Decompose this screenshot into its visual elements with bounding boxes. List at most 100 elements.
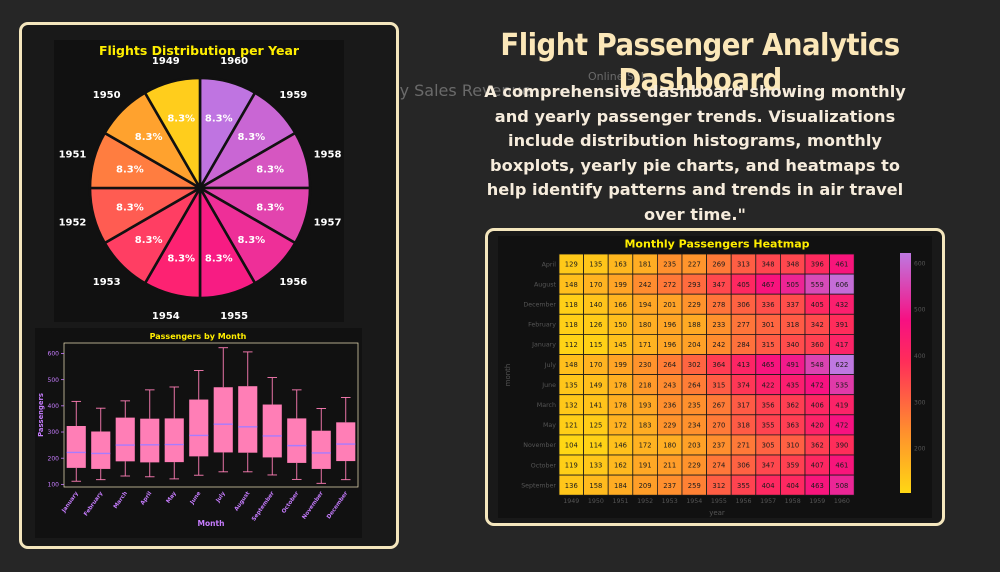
heatmap-cell-value: 170	[589, 361, 602, 369]
heatmap-ylabel-month: December	[523, 301, 556, 308]
heatmap-cell-value: 396	[811, 261, 824, 269]
heatmap-cell-value: 135	[565, 381, 578, 389]
pie-slice-percent: 8.3%	[167, 113, 195, 124]
heatmap-cell-value: 404	[762, 482, 775, 490]
pie-slice-percent: 8.3%	[116, 165, 144, 176]
heatmap-cell-value: 149	[589, 381, 602, 389]
heatmap-cell-value: 535	[835, 381, 848, 389]
heatmap-colorbar	[900, 253, 911, 493]
heatmap-colorbar-tick: 600	[914, 260, 926, 267]
pie-slice-percent: 8.3%	[116, 202, 144, 213]
heatmap-cell-value: 465	[762, 361, 775, 369]
heatmap-cell-value: 171	[639, 341, 652, 349]
boxplot-box	[140, 418, 160, 463]
heatmap-cell-value: 136	[565, 482, 578, 490]
pie-slice-percent: 8.3%	[256, 202, 284, 213]
boxplot-box	[336, 422, 356, 462]
heatmap-cell-value: 148	[565, 361, 578, 369]
heatmap-cell-value: 348	[786, 261, 799, 269]
heatmap-cell-value: 229	[688, 301, 701, 309]
heatmap-cell-value: 362	[811, 442, 824, 450]
heatmap-xlabel-year: 1949	[563, 498, 579, 505]
heatmap-cell-value: 347	[762, 462, 775, 470]
boxplot-xtick-label: December	[326, 491, 349, 521]
heatmap-colorbar-tick: 500	[914, 307, 926, 314]
heatmap-cell-value: 181	[639, 261, 652, 269]
heatmap-cell-value: 272	[663, 281, 676, 289]
heatmap-cell-value: 132	[565, 401, 578, 409]
heatmap-cell-value: 211	[663, 462, 676, 470]
heatmap-cell-value: 237	[712, 442, 725, 450]
heatmap-cell-value: 188	[688, 321, 701, 329]
heatmap-cell-value: 118	[565, 301, 578, 309]
pie-year-label: 1960	[220, 56, 248, 67]
boxplot-ytick-label: 200	[48, 455, 60, 462]
heatmap-cell-value: 505	[786, 281, 799, 289]
heatmap-cell-value: 606	[835, 281, 848, 289]
heatmap-ylabel-month: September	[521, 482, 556, 489]
heatmap-cell-value: 133	[589, 462, 602, 470]
heatmap-xlabel-year: 1950	[588, 498, 604, 505]
boxplot-box	[213, 387, 233, 453]
boxplot-xtick-label: October	[281, 491, 300, 515]
heatmap-cell-value: 115	[589, 341, 602, 349]
heatmap-cell-value: 162	[614, 462, 627, 470]
pie-year-label: 1959	[279, 90, 307, 101]
boxplot-xtick-label: March	[113, 491, 129, 510]
heatmap-cell-value: 508	[835, 482, 848, 490]
heatmap-cell-value: 432	[835, 301, 848, 309]
heatmap-cell-value: 121	[565, 421, 578, 429]
heatmap-cell-value: 178	[614, 381, 627, 389]
heatmap-cell	[829, 474, 855, 496]
heatmap-cell-value: 126	[589, 321, 602, 329]
boxplot-xtick-label: June	[189, 491, 203, 507]
pie-slice-percent: 8.3%	[237, 132, 265, 143]
heatmap-ylabel-month: October	[531, 462, 557, 469]
heatmap-cell-value: 342	[811, 321, 824, 329]
heatmap-colorbar-tick: 400	[914, 353, 926, 360]
heatmap-cell-value: 364	[712, 361, 725, 369]
heatmap-cell-value: 203	[688, 442, 701, 450]
heatmap-cell-value: 140	[589, 301, 602, 309]
pie-year-label: 1958	[314, 149, 342, 160]
heatmap-cell-value: 405	[737, 281, 750, 289]
box-plot-chart: Passengers by Month 100 200 300 400 500 600 Pas…	[37, 332, 359, 528]
heatmap-xlabel-year: 1953	[662, 498, 678, 505]
heatmap-xlabel-year: 1954	[686, 498, 702, 505]
heatmap-cell-value: 236	[663, 401, 676, 409]
boxplot-xtick-label: April	[140, 491, 154, 507]
boxplot-box	[287, 418, 307, 463]
heatmap-cell-value: 146	[614, 442, 627, 450]
heatmap-cell-value: 420	[811, 421, 824, 429]
heatmap-cell-value: 363	[786, 421, 799, 429]
pie-slice	[143, 76, 202, 193]
pie-year-label: 1957	[314, 218, 342, 229]
pie-chart: Flights Distribution per Year 8.3% 1960 8.3…	[59, 43, 342, 322]
pie-slice-percent: 8.3%	[205, 254, 233, 265]
heatmap-ylabel-month: July	[544, 362, 557, 369]
heatmap-cell-value: 359	[786, 462, 799, 470]
heatmap-cell-value: 284	[737, 341, 750, 349]
heatmap-cell-value: 194	[639, 301, 652, 309]
heatmap-cell-value: 180	[663, 442, 676, 450]
heatmap-cell-value: 374	[737, 381, 750, 389]
pie-year-label: 1953	[93, 277, 121, 288]
heatmap-cell-value: 419	[835, 401, 848, 409]
heatmap-cell-value: 310	[786, 442, 799, 450]
heatmap-cell-value: 313	[737, 261, 750, 269]
heatmap-cell-value: 180	[639, 321, 652, 329]
page-description: A comprehensive dashboard showing monthl…	[484, 82, 906, 224]
heatmap-cell-value: 267	[712, 401, 725, 409]
pie-slice-percent: 8.3%	[135, 132, 163, 143]
heatmap-cell-value: 407	[811, 462, 824, 470]
boxplot-ytick-label: 100	[48, 482, 60, 489]
heatmap-cell-value: 259	[688, 482, 701, 490]
heatmap-xlabel-year: 1955	[711, 498, 727, 505]
pie-year-label: 1951	[59, 149, 87, 160]
boxplot-box	[189, 399, 209, 457]
boxplot-title: Passengers by Month	[150, 332, 247, 341]
heatmap-cell-value: 391	[835, 321, 848, 329]
boxplot-box	[115, 417, 135, 462]
heatmap-chart: Monthly Passengers Heatmap 129 135 163 181 23…	[504, 238, 926, 518]
